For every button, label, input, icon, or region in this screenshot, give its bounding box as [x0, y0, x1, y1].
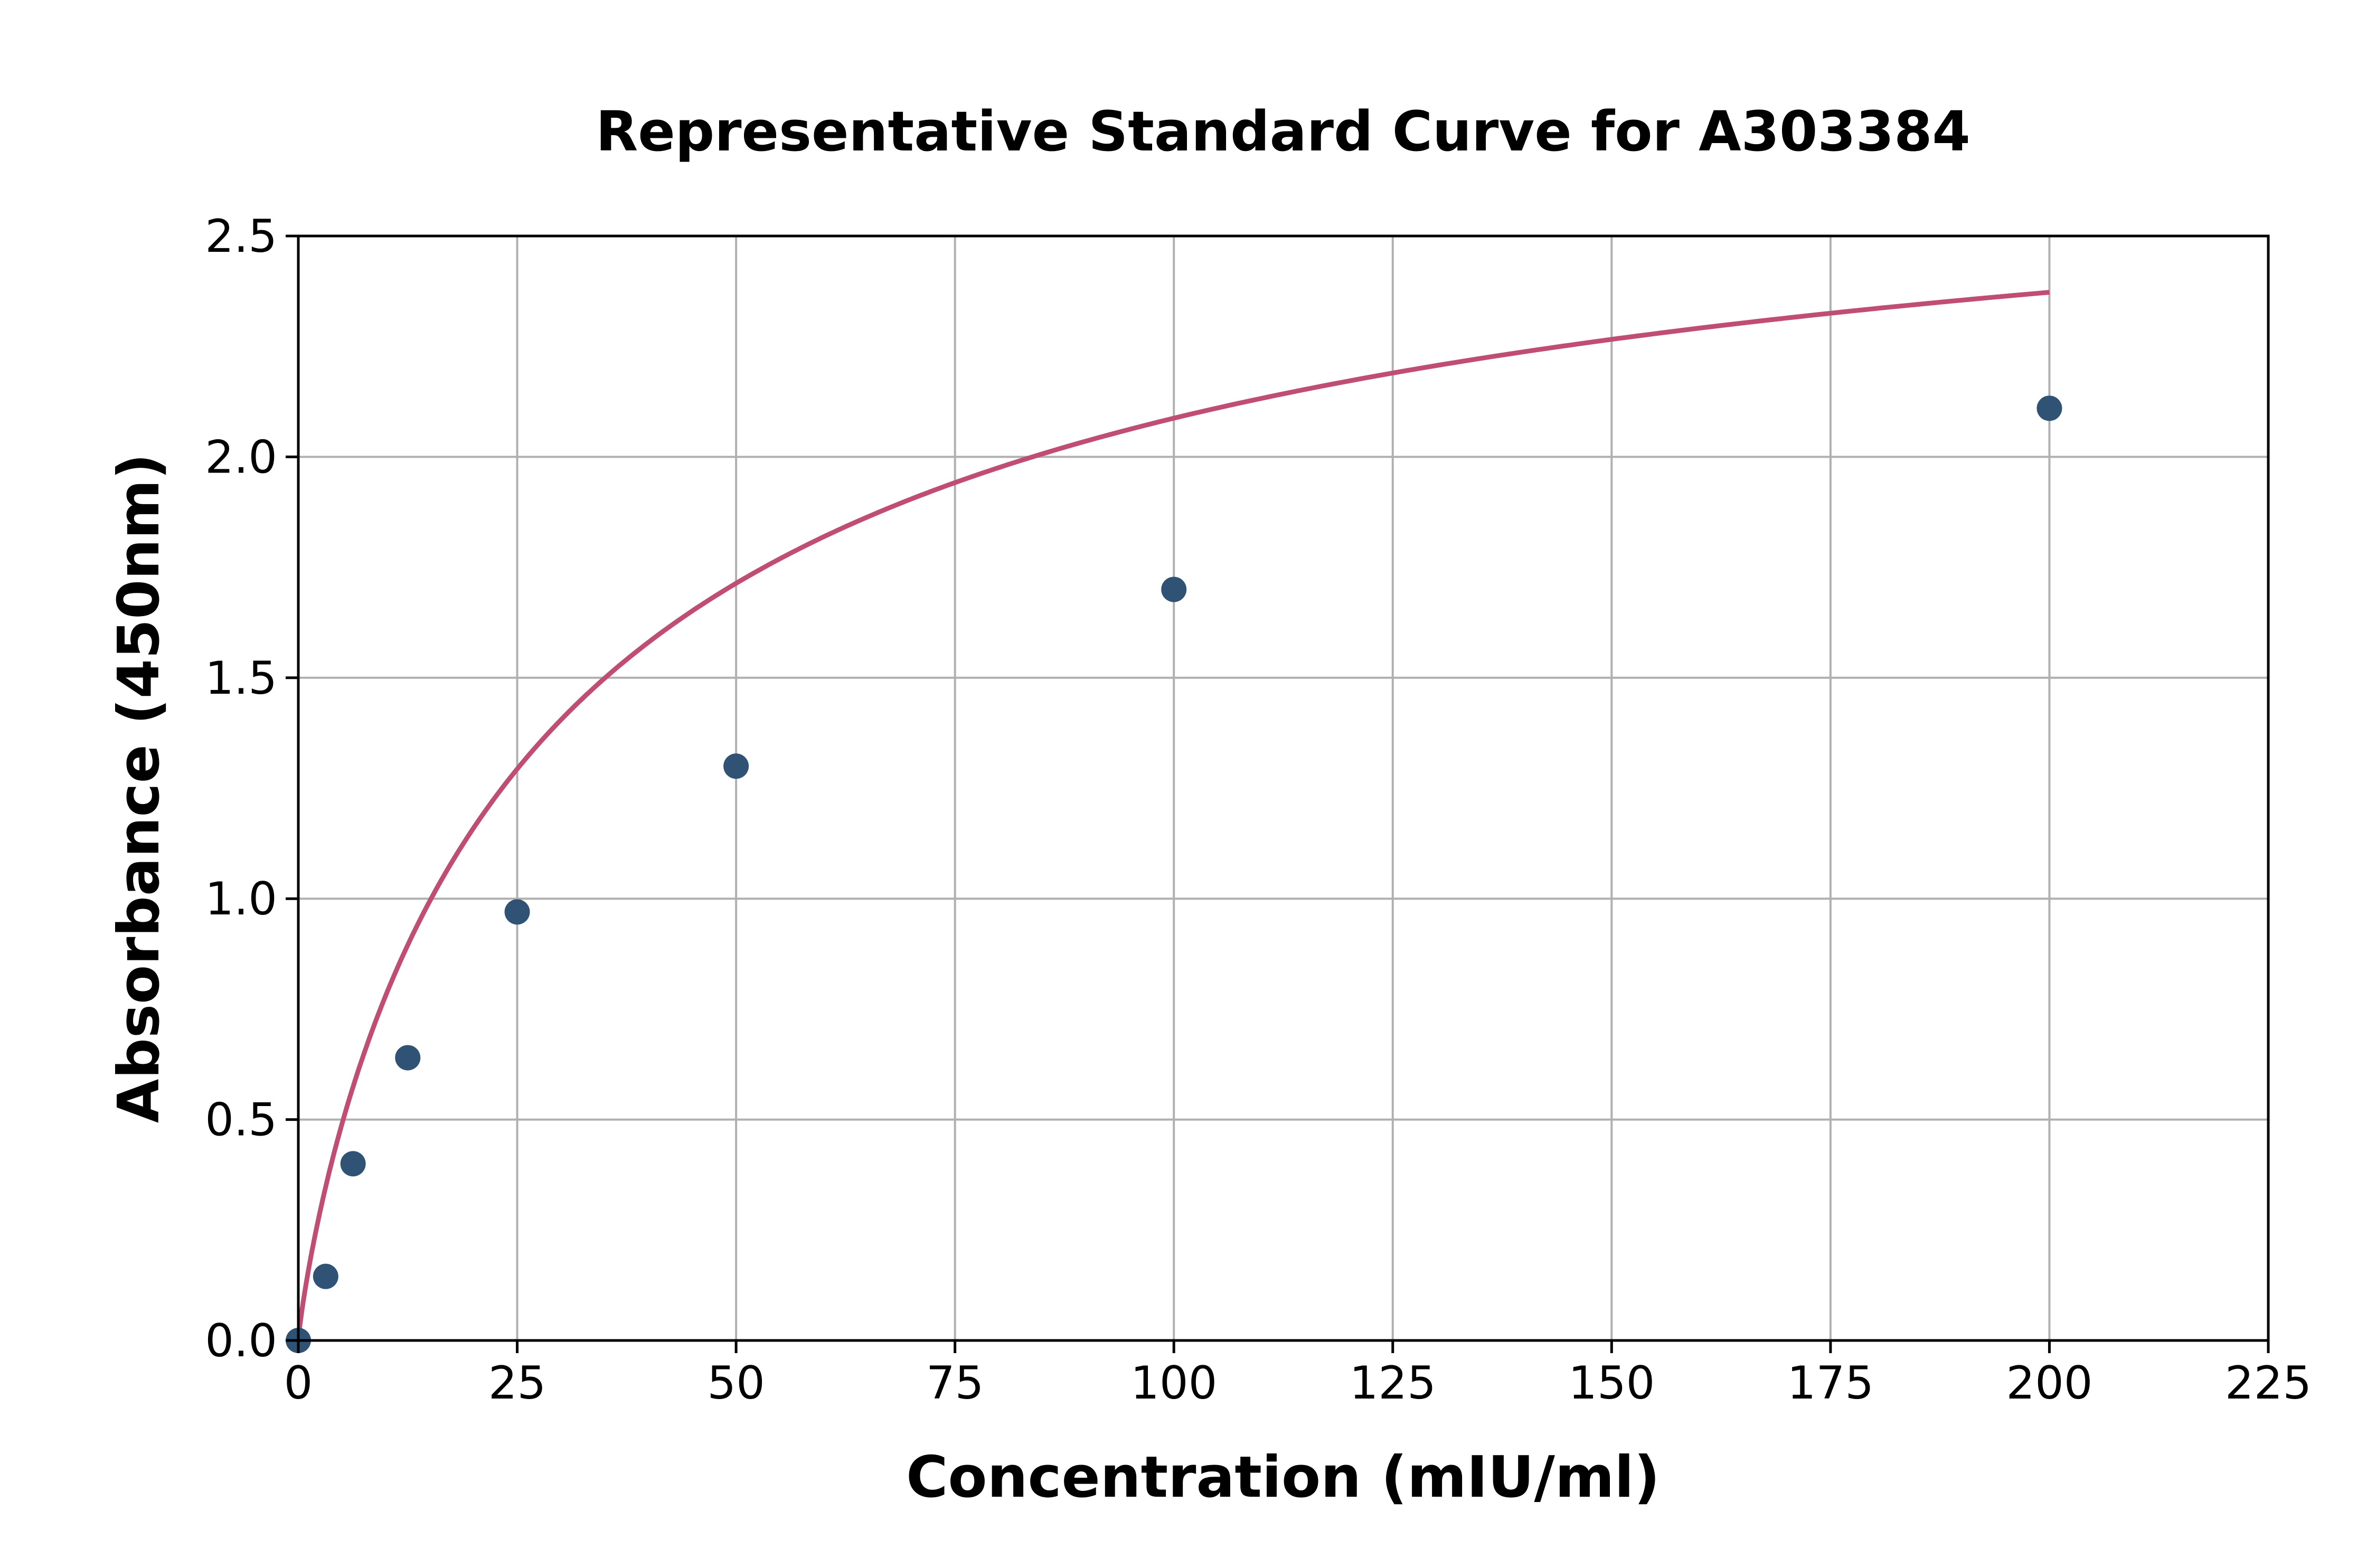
data-point: [504, 899, 530, 925]
grid: [297, 235, 2269, 1342]
data-point: [723, 753, 749, 779]
x-tick-label: 100: [1130, 1357, 1217, 1410]
plot-frame: [297, 234, 2270, 1342]
x-tick-label: 150: [1568, 1357, 1655, 1410]
x-axis-label: Concentration (mIU/ml): [906, 1444, 1660, 1510]
data-point: [340, 1151, 366, 1177]
fit-curve: [296, 290, 2050, 1341]
data-point: [1161, 577, 1187, 602]
x-tick-label: 25: [488, 1357, 546, 1410]
y-tick-label: 1.0: [205, 873, 277, 925]
y-tick-label: 1.5: [205, 652, 277, 705]
ticks: 0 25 50 75 100 125 150 175 200 225 0.0 0.5 1.0 1.5 2.0…: [205, 210, 2312, 1410]
data-point: [395, 1045, 421, 1071]
x-tick-label: 50: [707, 1357, 765, 1410]
x-tick-label: 175: [1787, 1357, 1874, 1410]
x-tick-label: 200: [2006, 1357, 2092, 1410]
fit-curve-layer: [296, 290, 2050, 1341]
y-tick-label: 0.0: [205, 1315, 277, 1367]
data-point: [313, 1263, 338, 1289]
y-tick-label: 2.0: [205, 431, 277, 484]
y-axis-label: Absorbance (450nm): [106, 454, 172, 1123]
x-tick-label: 125: [1350, 1357, 1436, 1410]
data-points: [286, 395, 2062, 1353]
x-tick-label: 225: [2225, 1357, 2312, 1410]
x-tick-label: 75: [926, 1357, 984, 1410]
data-point: [2036, 395, 2062, 421]
y-tick-label: 2.5: [205, 210, 277, 263]
chart-title: Representative Standard Curve for A30338…: [596, 99, 1970, 164]
x-tick-label: 0: [284, 1357, 313, 1410]
y-tick-label: 0.5: [205, 1094, 277, 1147]
